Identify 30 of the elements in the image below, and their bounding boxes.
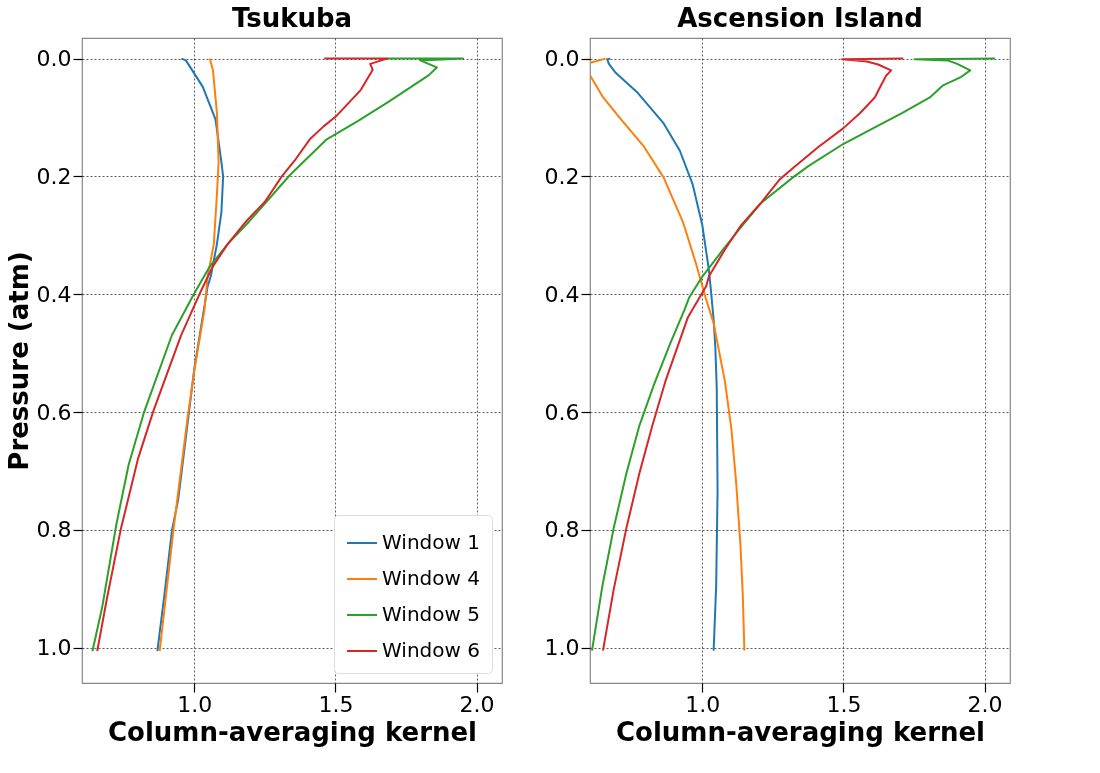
x-tick-label: 1.0 [685, 691, 721, 717]
y-tick-label: 0.0 [544, 46, 580, 72]
y-tick-label: 0.2 [544, 163, 580, 189]
chart-title: Tsukuba [231, 3, 353, 33]
line-series [601, 57, 905, 652]
x-axis-title: Column-averaging kernel [615, 716, 986, 747]
x-tick-label: 1.5 [826, 691, 862, 717]
y-tick-label: 0.6 [544, 399, 580, 425]
y-tick-label: 1.0 [544, 635, 580, 661]
y-tick-label: 0.8 [544, 517, 580, 543]
y-tick-label: 0.4 [544, 281, 580, 307]
y-tick-label: 0.8 [36, 517, 72, 543]
legend-label: Window 4 [382, 566, 480, 590]
x-tick-label: 2.0 [967, 691, 1003, 717]
y-tick-label: 0.2 [36, 163, 72, 189]
y-tick-label: 0.0 [36, 46, 72, 72]
line-series [590, 57, 997, 652]
line-series [606, 57, 719, 652]
y-tick-label: 1.0 [36, 635, 72, 661]
x-axis-title: Column-averaging kernel [107, 716, 478, 747]
x-tick-label: 1.0 [177, 691, 213, 717]
y-tick-label: 0.6 [36, 399, 72, 425]
x-tick-label: 1.5 [318, 691, 354, 717]
x-tick-label: 2.0 [459, 691, 495, 717]
legend-label: Window 6 [382, 638, 480, 662]
legend-label: Window 1 [382, 530, 480, 554]
y-tick-label: 0.4 [36, 281, 72, 307]
legend-label: Window 5 [382, 602, 480, 626]
chart-title: Ascension Island [677, 3, 923, 33]
y-axis-title: Pressure (atm) [3, 251, 34, 471]
